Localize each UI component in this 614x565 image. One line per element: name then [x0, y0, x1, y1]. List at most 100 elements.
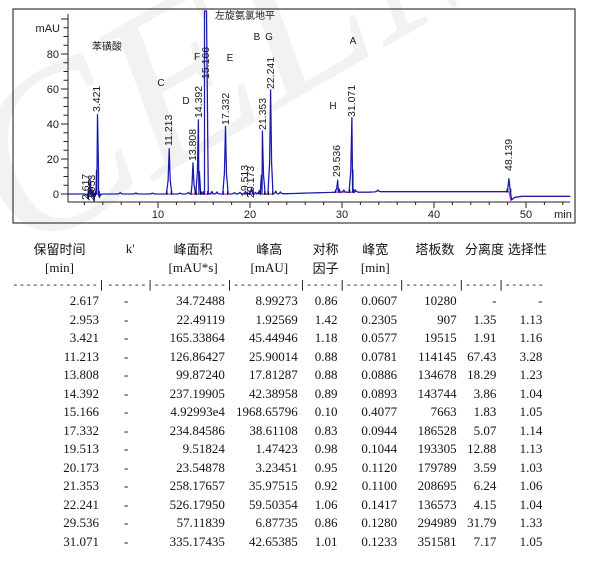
peak-retention-label: 20.173 — [245, 166, 257, 198]
table-header-units-cell: [mAU] — [250, 259, 289, 275]
table-row-cell: 0.95 — [314, 459, 338, 475]
peak-retention-label: 11.213 — [163, 115, 175, 146]
table-row-cell: 1.14 — [519, 422, 543, 438]
table-row-cell: 0.0944 — [361, 422, 398, 438]
table-row-cell: 67.43 — [467, 348, 497, 364]
table-row-cell: - — [124, 459, 129, 475]
peak-letter-label: G — [265, 32, 273, 43]
table-row-cell: 17.81287 — [248, 367, 298, 383]
table-separator-cell: -----------| — [153, 278, 233, 291]
table-separator-cell: --------| — [345, 278, 406, 291]
table-row-cell: - — [124, 515, 129, 531]
x-axis-label: min — [554, 209, 572, 221]
peak-retention-label: 2.953 — [86, 175, 98, 201]
table-header-cell: 塔板数 — [415, 242, 455, 257]
table-separator-cell: ----------| — [232, 278, 306, 291]
table-row-cell: 22.49119 — [176, 311, 225, 327]
table-row-cell: 234.84586 — [169, 422, 225, 438]
table-row-cell: 0.86 — [314, 293, 338, 309]
table-row-cell: - — [124, 533, 129, 549]
table-row-cell: 13.808 — [63, 367, 99, 383]
table-row-cell: 0.1044 — [361, 441, 398, 457]
table-row-cell: 907 — [437, 311, 457, 327]
peak-results-table: 保留时间 k' 峰面积 峰高 对称 峰宽 塔板数 分离度 选择性 [min] [mAU*s] [mAU… — [12, 239, 550, 551]
peak-letter-label: A — [350, 36, 357, 47]
x-tick-label: 50 — [520, 209, 532, 221]
table-row-cell: 0.0577 — [361, 330, 398, 346]
table-row: 19.513 - 9.51824 1.47423 0.98 0.1044 193305 12.… — [12, 440, 550, 459]
table-row-cell: 2.617 — [69, 293, 99, 309]
table-row-cell: 0.0607 — [361, 293, 398, 309]
y-tick-label: 0 — [53, 189, 59, 201]
x-tick-label: 40 — [428, 209, 440, 221]
y-axis-label: mAU — [36, 23, 61, 35]
table-row-cell: 19515 — [424, 330, 457, 346]
table-row-cell: 237.19905 — [169, 385, 225, 401]
table-row-cell: - — [124, 293, 129, 309]
table-row-cell: 0.4077 — [361, 404, 398, 420]
table-row: 3.421 - 165.33864 45.44946 1.18 0.0577 19515 1.… — [12, 329, 550, 348]
table-row-cell: 10280 — [424, 293, 457, 309]
table-row-cell: 0.1233 — [361, 533, 398, 549]
table-row-cell: 0.88 — [314, 348, 338, 364]
table-row-cell: - — [124, 422, 129, 438]
table-separator-cell: -----| — [464, 278, 505, 291]
table-header-units-cell: [min] — [45, 259, 74, 275]
table-row-cell: 0.98 — [314, 441, 338, 457]
table-row-cell: 294989 — [417, 515, 457, 531]
peak-retention-label: 17.332 — [220, 93, 232, 125]
table-row-cell: 1.06 — [519, 478, 543, 494]
table-row-cell: 143744 — [417, 385, 457, 401]
table-header-cell: 峰面积 — [173, 242, 213, 257]
table-row-cell: 15.166 — [63, 404, 99, 420]
peak-letter-label: B — [254, 32, 261, 43]
table-separator-cell: -------------| — [12, 278, 105, 291]
y-tick-label: 80 — [47, 49, 59, 61]
table-row-cell: 114145 — [418, 348, 457, 364]
table-row: 20.173 - 23.54878 3.23451 0.95 0.1120 179789 3.… — [12, 459, 550, 478]
table-separator-cell: ------ — [504, 278, 545, 291]
peak-retention-label: 21.353 — [257, 98, 269, 130]
table-row-cell: 23.54878 — [176, 459, 225, 475]
table-row-cell: 258.17657 — [169, 478, 225, 494]
table-separator-cell: ------| — [107, 278, 154, 291]
table-row-cell: 351581 — [417, 533, 457, 549]
peak-retention-label: 14.392 — [193, 86, 205, 118]
table-row-cell: 5.07 — [473, 422, 497, 438]
table-row-cell: 0.88 — [314, 367, 338, 383]
table-row-cell: 25.90014 — [248, 348, 298, 364]
table-row-cell: 1.13 — [519, 441, 543, 457]
table-row-cell: - — [538, 293, 543, 309]
table-row-cell: 1.92569 — [255, 311, 298, 327]
plot-border — [12, 8, 576, 224]
table-row-cell: 1.16 — [519, 330, 543, 346]
table-row-cell: - — [124, 367, 129, 383]
table-row: 31.071 - 335.17435 42.65385 1.01 0.1233 351581… — [12, 533, 550, 552]
table-header-units-cell: [min] — [360, 259, 390, 275]
table-row-cell: 7663 — [430, 404, 457, 420]
table-row-cell: 1.35 — [473, 311, 497, 327]
table-row-cell: 11.213 — [63, 348, 99, 364]
table-row-cell: 3.59 — [473, 459, 497, 475]
table-row-cell: 1.83 — [473, 404, 497, 420]
table-header-units: [min] [mAU*s] [mAU] 因子 [min] — [12, 258, 550, 277]
table-row-cell: 45.44946 — [248, 330, 298, 346]
table-row-cell: 3.421 — [69, 330, 99, 346]
table-row-cell: 0.1120 — [361, 459, 398, 475]
table-row-cell: 0.0781 — [361, 348, 398, 364]
peak-retention-label: 15.166 — [200, 47, 212, 79]
table-row-cell: 57.11839 — [176, 515, 225, 531]
peak-retention-label: 31.071 — [346, 85, 358, 117]
table-row: 17.332 - 234.84586 38.61108 0.83 0.0944 186528… — [12, 422, 550, 441]
table-row-cell: 193305 — [417, 441, 457, 457]
table-row-cell: 3.23451 — [255, 459, 298, 475]
peak-retention-label: 19.513 — [239, 165, 251, 197]
table-row-cell: - — [124, 385, 129, 401]
peak-letter-label: H — [329, 101, 336, 112]
peak-letter-label: F — [194, 52, 200, 63]
peak-retention-label: 2.617 — [80, 174, 92, 200]
table-row-cell: 4.15 — [473, 496, 497, 512]
table-row-cell: 136573 — [417, 496, 457, 512]
table-header-units-cell — [504, 258, 550, 277]
